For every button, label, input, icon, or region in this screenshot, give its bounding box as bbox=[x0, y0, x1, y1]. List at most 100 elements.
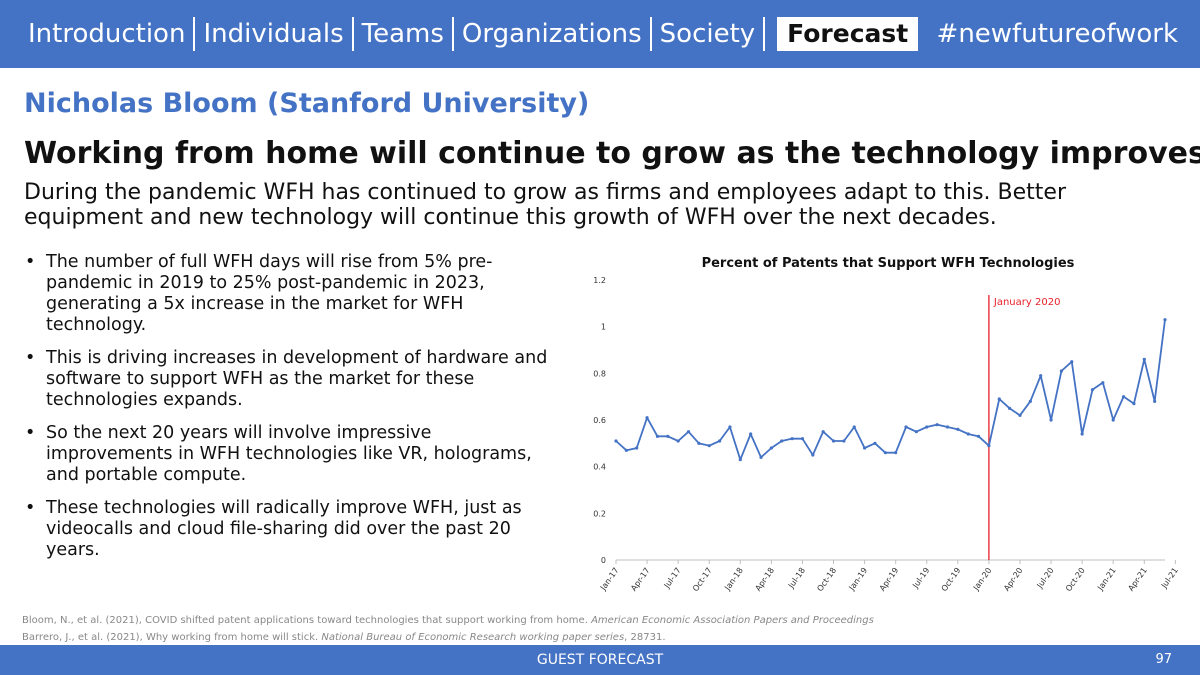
nav-item-teams[interactable]: Teams bbox=[361, 19, 444, 49]
data-point bbox=[852, 425, 856, 429]
nav-divider bbox=[763, 17, 766, 51]
chart-title: Percent of Patents that Support WFH Tech… bbox=[702, 256, 1075, 271]
y-tick-label: 0.6 bbox=[593, 416, 606, 425]
data-point bbox=[1059, 369, 1064, 373]
x-tick-label: Jul-20 bbox=[1035, 566, 1056, 591]
data-point bbox=[676, 439, 680, 443]
page-subtitle: During the pandemic WFH has continued to… bbox=[24, 180, 1067, 230]
y-tick-label: 0.2 bbox=[593, 509, 606, 518]
data-point bbox=[997, 397, 1001, 401]
data-point bbox=[666, 434, 670, 438]
data-point bbox=[645, 416, 649, 420]
bullet-icon: • bbox=[25, 498, 36, 518]
x-tick-label: Jul-17 bbox=[662, 566, 683, 591]
page-title: Working from home will continue to grow … bbox=[24, 136, 1200, 171]
reference-item: Barrero, J., et al. (2021), Why working … bbox=[22, 629, 874, 646]
reference-suffix: , 28731. bbox=[624, 632, 666, 643]
nav-divider bbox=[193, 17, 196, 51]
bullet-text: These technologies will radically improv… bbox=[46, 498, 522, 560]
x-tick-label: Apr-17 bbox=[629, 566, 652, 593]
x-tick-label: Oct-18 bbox=[815, 566, 838, 593]
y-tick-label: 1.2 bbox=[593, 276, 606, 285]
speaker-name: Nicholas Bloom (Stanford University) bbox=[24, 88, 590, 119]
bullet-text: So the next 20 years will involve impres… bbox=[46, 423, 532, 485]
references: Bloom, N., et al. (2021), COVID shifted … bbox=[22, 612, 874, 646]
data-point bbox=[728, 425, 732, 429]
data-point bbox=[1018, 413, 1022, 417]
x-tick-label: Apr-18 bbox=[753, 566, 776, 593]
data-point bbox=[697, 441, 701, 445]
data-point bbox=[686, 430, 691, 434]
reference-source: American Economic Association Papers and… bbox=[591, 615, 874, 626]
data-point bbox=[873, 441, 877, 445]
january-2020-annotation: January 2020 bbox=[993, 297, 1061, 308]
x-tick-label: Jul-21 bbox=[1159, 566, 1180, 591]
x-tick-label: Jan-20 bbox=[971, 566, 994, 593]
data-point bbox=[717, 439, 722, 443]
data-point bbox=[749, 432, 753, 436]
data-point bbox=[1070, 360, 1074, 364]
x-tick-label: Jul-18 bbox=[786, 566, 807, 591]
reference-text: Bloom, N., et al. (2021), COVID shifted … bbox=[22, 615, 588, 626]
x-tick-label: Jan-19 bbox=[847, 566, 870, 593]
hashtag-label: #newfutureofwork bbox=[936, 19, 1178, 49]
data-point bbox=[1153, 399, 1157, 403]
x-tick-label: Jan-21 bbox=[1095, 566, 1118, 593]
data-point bbox=[976, 434, 981, 438]
data-point bbox=[831, 439, 836, 443]
footer-label: GUEST FORECAST bbox=[536, 652, 664, 668]
data-point bbox=[707, 444, 711, 448]
data-point bbox=[1142, 357, 1146, 361]
data-point bbox=[655, 434, 660, 438]
data-point bbox=[956, 427, 960, 431]
data-point bbox=[935, 423, 939, 427]
data-point bbox=[635, 446, 639, 450]
patents-chart: Percent of Patents that Support WFH Tech… bbox=[580, 248, 1190, 608]
y-tick-label: 0.8 bbox=[593, 369, 606, 378]
data-point bbox=[883, 451, 887, 455]
data-point bbox=[821, 430, 825, 434]
bullet-item: • This is driving increases in developmen… bbox=[22, 348, 562, 411]
y-tick-label: 1 bbox=[601, 323, 606, 332]
x-tick-label: Oct-20 bbox=[1064, 566, 1087, 593]
bullet-text: This is driving increases in development… bbox=[46, 348, 548, 410]
series-line bbox=[615, 319, 1166, 461]
bullet-list: • The number of full WFH days will rise f… bbox=[22, 252, 562, 573]
data-point bbox=[904, 425, 908, 429]
reference-source: National Bureau of Economic Research wor… bbox=[321, 632, 625, 643]
data-point bbox=[1121, 395, 1126, 399]
x-tick-label: Oct-19 bbox=[940, 566, 963, 593]
data-point bbox=[759, 455, 763, 459]
nav-item-forecast-active[interactable]: Forecast bbox=[777, 17, 919, 51]
data-point bbox=[1008, 406, 1012, 410]
data-point bbox=[614, 439, 618, 443]
bullet-icon: • bbox=[25, 348, 36, 368]
data-point bbox=[863, 446, 867, 450]
data-point bbox=[1049, 418, 1053, 422]
data-point bbox=[1028, 399, 1032, 403]
top-navigation-bar: Introduction Individuals Teams Organizat… bbox=[0, 0, 1200, 68]
data-point bbox=[738, 458, 742, 462]
footer-bar: GUEST FORECAST 97 bbox=[0, 645, 1200, 675]
y-tick-label: 0 bbox=[601, 556, 606, 565]
bullet-item: • These technologies will radically impro… bbox=[22, 498, 562, 561]
y-tick-label: 0.4 bbox=[593, 463, 606, 472]
bullet-text: The number of full WFH days will rise fr… bbox=[46, 252, 493, 335]
nav-item-individuals[interactable]: Individuals bbox=[203, 19, 344, 49]
nav-item-organizations[interactable]: Organizations bbox=[461, 19, 642, 49]
data-point bbox=[1111, 418, 1115, 422]
data-point bbox=[1090, 388, 1095, 392]
data-point bbox=[1132, 402, 1136, 406]
section-nav: Introduction Individuals Teams Organizat… bbox=[22, 14, 919, 54]
nav-item-society[interactable]: Society bbox=[659, 19, 756, 49]
data-point bbox=[811, 453, 815, 457]
data-point bbox=[1039, 374, 1043, 378]
data-point bbox=[790, 437, 794, 441]
x-tick-label: Apr-20 bbox=[1002, 566, 1025, 593]
data-point bbox=[966, 432, 970, 436]
nav-item-introduction[interactable]: Introduction bbox=[28, 19, 186, 49]
bullet-item: • The number of full WFH days will rise f… bbox=[22, 252, 562, 336]
data-point bbox=[800, 437, 805, 441]
data-point bbox=[894, 451, 898, 455]
nav-divider bbox=[649, 17, 652, 51]
